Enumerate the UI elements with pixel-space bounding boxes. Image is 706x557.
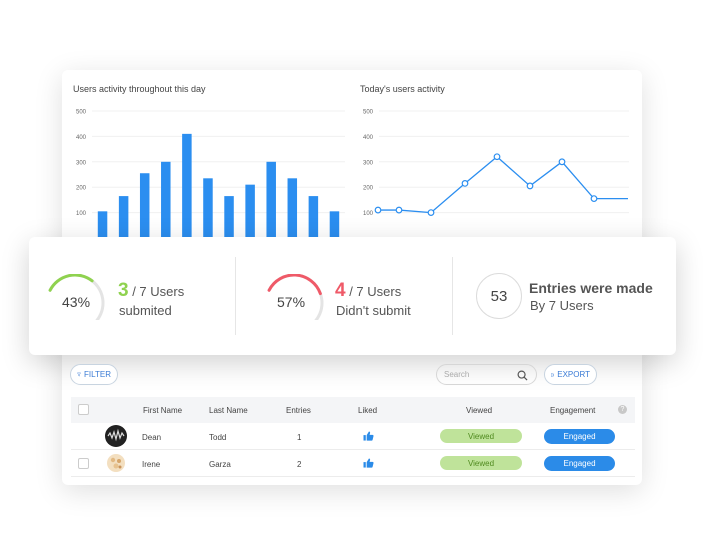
filter-icon [77,372,82,377]
table-header: First Name Last Name Entries Liked Viewe… [71,397,635,423]
gauge-fill [48,274,94,292]
stats-card: 43% 3 / 7 Users submited 57% 4 / 7 Users… [29,237,676,355]
first-name-cell: Dean [142,433,162,442]
header-engagement[interactable]: Engagement [550,406,596,415]
submitted-percent: 43% [62,294,91,310]
bar [118,196,129,238]
not-submitted-of-total: / 7 Users [345,284,402,299]
entries-count: 53 [476,273,522,319]
y-tick-label: 200 [76,186,87,192]
submitted-gauge [48,274,105,320]
submitted-stat: 43% 3 / 7 Users submited [29,237,234,355]
avatar-dark-icon [105,425,127,447]
data-point [493,153,501,161]
search-placeholder: Search [444,370,470,379]
thumbs-up-icon[interactable] [363,431,374,441]
not-submitted-stat: 57% 4 / 7 Users Didn't submit [236,237,451,355]
engaged-badge: Engaged [544,429,615,444]
export-button[interactable]: EXPORT [544,364,597,385]
bar [182,133,192,238]
y-tick-label: 100 [76,211,87,217]
select-all-checkbox[interactable] [78,404,89,415]
not-submitted-gauge [267,274,324,320]
submitted-count: 3 [118,280,129,301]
viewed-badge: Viewed [440,429,522,443]
header-last-name[interactable]: Last Name [209,406,248,415]
thumbs-up-icon[interactable] [363,458,374,468]
header-entries[interactable]: Entries [286,406,311,415]
bar [329,211,340,238]
entries-cell: 2 [297,460,302,469]
y-tick-label: 300 [363,160,374,166]
y-tick-label: 400 [363,135,374,141]
data-point [374,206,382,214]
y-tick-label: 200 [363,186,374,192]
bar [266,161,276,238]
data-point [590,195,598,203]
data-point [395,206,403,214]
divider [452,257,453,335]
avatar-light-icon [105,452,127,474]
entries-stat: 53 Entries were made By 7 Users [453,237,676,355]
bar [245,184,255,238]
entries-subtitle: By 7 Users [530,298,594,313]
y-tick-label: 400 [76,135,87,141]
table-row[interactable]: Dean Todd 1 Viewed Engaged [71,423,635,450]
gauge-fill [267,274,322,296]
last-name-cell: Garza [209,460,231,469]
bar-chart: 500 400 300 200 100 [76,110,345,238]
submitted-label: submited [119,303,172,318]
data-point [461,179,469,187]
y-tick-label: 100 [363,211,374,217]
help-icon[interactable]: ? [618,405,627,414]
divider [235,257,236,335]
viewed-badge: Viewed [440,456,522,470]
bar-chart-title: Users activity throughout this day [73,84,206,94]
not-submitted-count: 4 [335,280,346,301]
header-viewed[interactable]: Viewed [466,406,493,415]
bar [308,196,319,238]
filter-button[interactable]: FILTER [70,364,118,385]
bar [97,211,108,238]
engaged-badge: Engaged [544,456,615,471]
data-point [526,182,534,190]
bar [161,161,171,238]
first-name-cell: Irene [142,460,161,469]
y-tick-label: 300 [76,160,87,166]
line-chart-title: Today's users activity [360,84,445,94]
entries-cell: 1 [297,433,302,442]
header-liked[interactable]: Liked [358,406,378,415]
submitted-count-line: 3 / 7 Users [118,280,184,302]
bar [287,178,298,238]
entries-title: Entries were made [529,280,653,296]
last-name-cell: Todd [209,433,227,442]
data-point [558,158,566,166]
table-row[interactable]: Irene Garza 2 Viewed Engaged [71,450,635,477]
line-chart: 500 400 300 200 100 [363,110,629,217]
export-label: EXPORT [557,370,590,379]
not-submitted-label: Didn't submit [336,303,411,318]
row-checkbox[interactable] [78,458,89,469]
search-icon [517,370,528,381]
submitted-of-total: / 7 Users [128,284,185,299]
not-submitted-percent: 57% [277,294,306,310]
bar [139,173,150,238]
bar [224,196,234,238]
search-input[interactable]: Search [436,364,537,385]
header-first-name[interactable]: First Name [143,406,183,415]
export-icon [551,372,555,377]
data-point [427,209,435,216]
bar [203,178,213,238]
not-submitted-count-line: 4 / 7 Users [335,280,401,302]
filter-label: FILTER [84,370,111,379]
series-line [378,155,628,214]
y-tick-label: 500 [363,110,374,116]
y-tick-label: 500 [76,110,87,116]
